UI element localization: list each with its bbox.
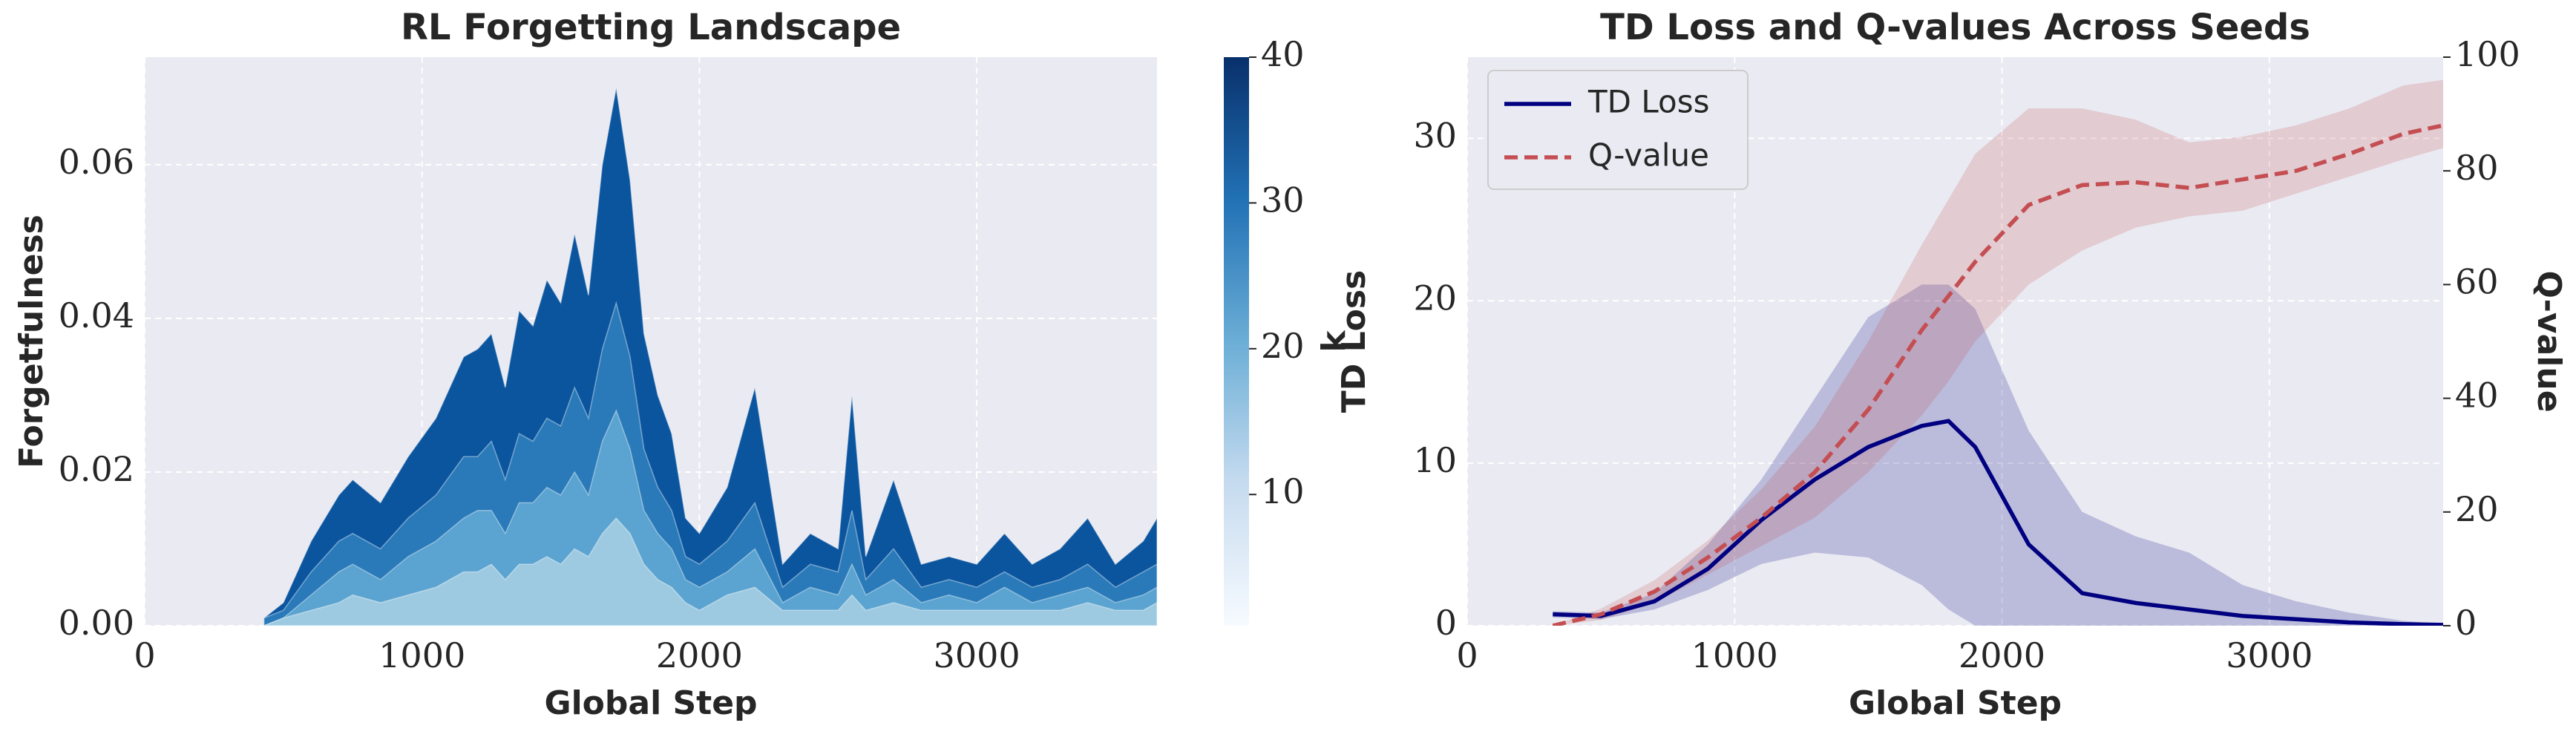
- y-tick-label: 30: [1413, 115, 1457, 155]
- y2-tick-label: 0: [2455, 603, 2477, 643]
- chart-title: RL Forgetting Landscape: [401, 7, 901, 48]
- x-axis-label: Global Step: [1849, 684, 2062, 722]
- colorbar-label: k: [1315, 330, 1353, 353]
- y-tick-label: 20: [1413, 278, 1457, 318]
- legend-label: TD Loss: [1587, 84, 1709, 120]
- y-tick-label: 0.02: [59, 449, 134, 489]
- confidence-band: [1553, 79, 2443, 626]
- y2-tick-label: 20: [2455, 489, 2499, 529]
- x-tick-label: 2000: [656, 635, 743, 675]
- x-tick-label: 1000: [1691, 635, 1778, 675]
- y-tick-label: 10: [1413, 440, 1457, 480]
- x-tick-label: 0: [134, 635, 155, 675]
- x-tick-label: 1000: [378, 635, 465, 675]
- legend-label: Q-value: [1588, 137, 1709, 174]
- colorbar-tick-label: 10: [1261, 471, 1305, 511]
- confidence-band: [1553, 284, 2443, 626]
- y-axis-label: Forgetfulness: [13, 215, 50, 468]
- x-tick-label: 3000: [934, 635, 1020, 675]
- colorbar-tick-label: 30: [1261, 180, 1305, 220]
- y-tick-label: 0.00: [59, 603, 134, 643]
- y2-tick-label: 100: [2455, 34, 2520, 74]
- series-line: [1553, 419, 2443, 626]
- plot-area: [1552, 79, 2443, 626]
- y-tick-label: 0: [1435, 603, 1457, 643]
- y2-axis-label: Q-value: [2530, 270, 2568, 412]
- legend-box: [1487, 70, 1749, 190]
- series-line: [1552, 123, 2443, 626]
- x-tick-label: 2000: [1959, 635, 2045, 675]
- y-tick-label: 0.06: [59, 142, 134, 182]
- colorbar-tick-label: 20: [1261, 326, 1305, 366]
- y2-tick-label: 60: [2455, 261, 2499, 301]
- x-tick-label: 3000: [2226, 635, 2313, 675]
- chart-title: TD Loss and Q-values Across Seeds: [1600, 7, 2310, 48]
- y-tick-label: 0.04: [59, 295, 134, 335]
- colorbar: [1224, 57, 1249, 626]
- x-tick-label: 0: [1456, 635, 1478, 675]
- y-axis-label: TD Loss: [1335, 270, 1373, 413]
- y2-tick-label: 40: [2455, 376, 2499, 416]
- y2-tick-label: 80: [2455, 148, 2499, 188]
- colorbar-tick-label: 40: [1261, 34, 1305, 74]
- x-axis-label: Global Step: [544, 684, 757, 722]
- area-layer: [263, 517, 1158, 626]
